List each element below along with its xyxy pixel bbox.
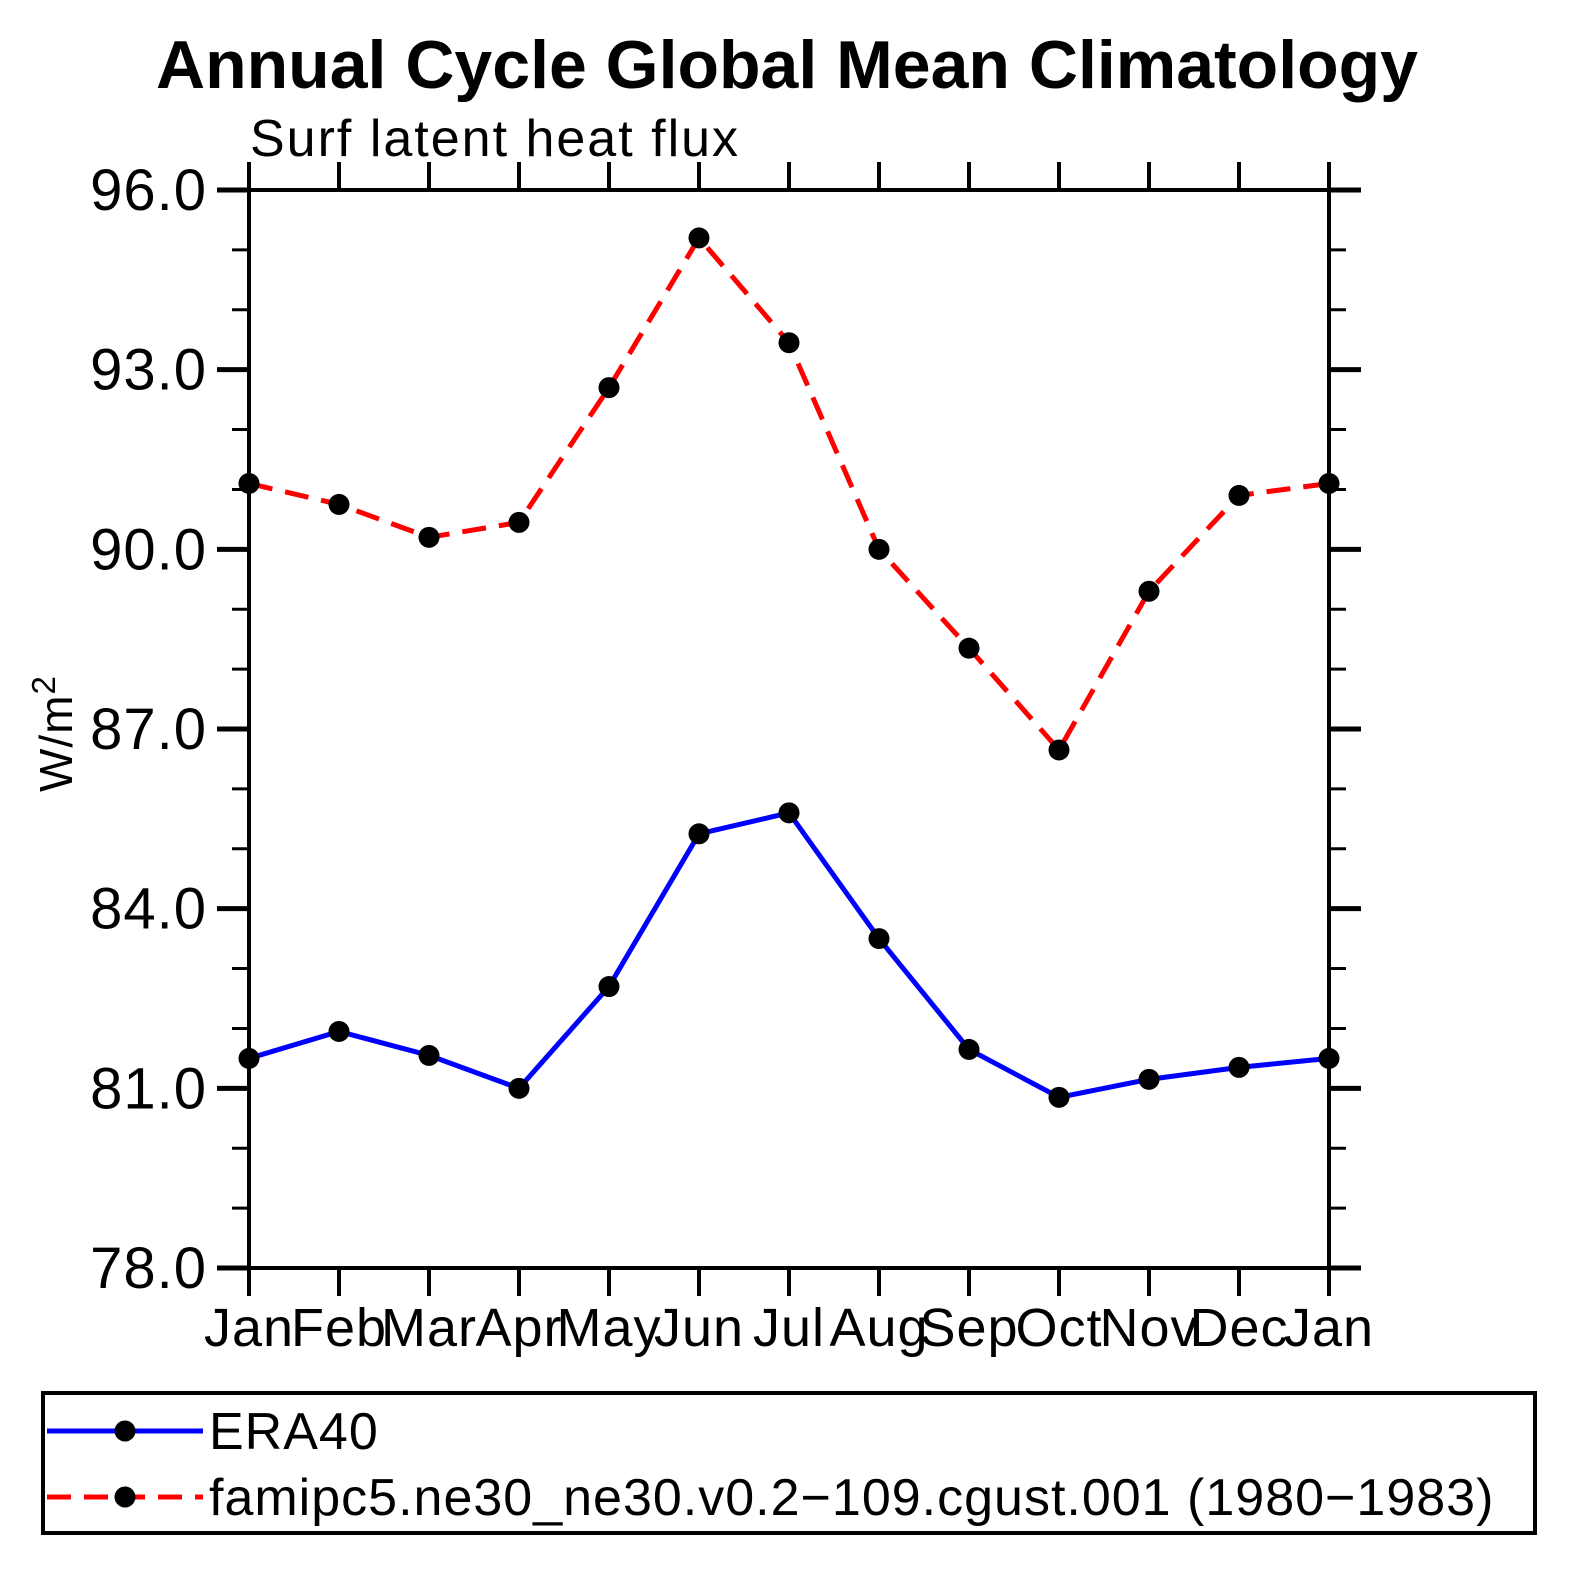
data-point-marker	[328, 1020, 350, 1042]
plot-frame	[247, 188, 1331, 1270]
data-point-marker	[868, 928, 890, 950]
y-axis-title-superscript: 2	[25, 675, 62, 694]
x-axis-tick-label: Nov	[1099, 1298, 1198, 1358]
legend-label-era40: ERA40	[209, 1403, 379, 1461]
x-axis-tick-label: May	[556, 1298, 661, 1358]
data-point-marker	[238, 1047, 260, 1069]
data-point-marker	[958, 637, 980, 659]
data-point-marker	[598, 976, 620, 998]
x-axis-tick-label: Aug	[829, 1298, 928, 1358]
data-point-marker	[778, 332, 800, 354]
legend-box	[41, 1391, 1537, 1535]
data-point-marker	[418, 526, 440, 548]
chart-title: Annual Cycle Global Mean Climatology	[156, 27, 1418, 103]
y-axis-tick-label: 96.0	[90, 158, 207, 223]
legend-entry-model: famipc5.ne30_ne30.v0.2−109.cgust.001 (19…	[47, 1469, 1494, 1527]
y-axis-title: W/m2	[25, 675, 82, 792]
data-point-marker	[238, 472, 260, 494]
series-line-era40	[248, 810, 1330, 1100]
data-point-marker	[1138, 1068, 1160, 1090]
data-point-marker	[778, 802, 800, 824]
data-point-marker	[328, 493, 350, 515]
x-axis-tick-label: Dec	[1189, 1298, 1288, 1358]
data-point-marker	[958, 1038, 980, 1060]
series-markers	[238, 227, 1340, 1108]
y-axis-title-base: W/m	[30, 694, 82, 792]
data-point-marker	[1318, 472, 1340, 494]
data-point-marker	[868, 538, 890, 560]
x-axis-tick-label: Jan	[1284, 1298, 1374, 1358]
x-axis-tick-label: Jul	[753, 1298, 825, 1358]
data-point-marker	[688, 227, 710, 249]
chart-subtitle: Surf latent heat flux	[250, 110, 740, 168]
y-axis-tick-label: 87.0	[90, 697, 207, 762]
data-point-marker	[1138, 580, 1160, 602]
data-point-marker	[598, 377, 620, 399]
data-point-marker	[418, 1044, 440, 1066]
legend-label-model: famipc5.ne30_ne30.v0.2−109.cgust.001 (19…	[209, 1469, 1494, 1527]
y-axis-tick-label: 78.0	[90, 1236, 207, 1301]
legend-marker-era40	[114, 1420, 136, 1442]
data-point-marker	[1048, 1086, 1070, 1108]
legend-marker-model	[114, 1486, 136, 1508]
data-point-marker	[1048, 739, 1070, 761]
data-point-marker	[508, 511, 530, 533]
series-line-model	[248, 233, 1330, 755]
y-axis-tick-label: 81.0	[90, 1056, 207, 1121]
data-point-marker	[1228, 1056, 1250, 1078]
y-axis-tick-label: 90.0	[90, 517, 207, 582]
y-axis-tick-labels: 78.0 81.0 84.0 87.0 90.0 93.0 96.0	[90, 158, 207, 1301]
x-axis-tick-label: Jun	[654, 1298, 744, 1358]
legend: ERA40 famipc5.ne30_ne30.v0.2−109.cgust.0…	[41, 1391, 1537, 1535]
data-point-marker	[1318, 1047, 1340, 1069]
data-point-marker	[688, 823, 710, 845]
x-axis-tick-label: Jan	[204, 1298, 294, 1358]
y-axis-tick-label: 84.0	[90, 877, 207, 942]
legend-entry-era40: ERA40	[47, 1403, 379, 1461]
x-axis-tick-label: Mar	[381, 1298, 477, 1358]
axis-ticks	[217, 162, 1361, 1296]
y-axis-tick-label: 93.0	[90, 338, 207, 403]
series-lines	[248, 233, 1330, 1100]
data-point-marker	[1228, 484, 1250, 506]
x-axis-tick-label: Oct	[1015, 1298, 1102, 1358]
x-axis-tick-label: Feb	[291, 1298, 387, 1358]
x-axis-tick-label: Sep	[919, 1298, 1018, 1358]
data-point-marker	[508, 1077, 530, 1099]
x-axis-tick-label: Apr	[475, 1298, 562, 1358]
